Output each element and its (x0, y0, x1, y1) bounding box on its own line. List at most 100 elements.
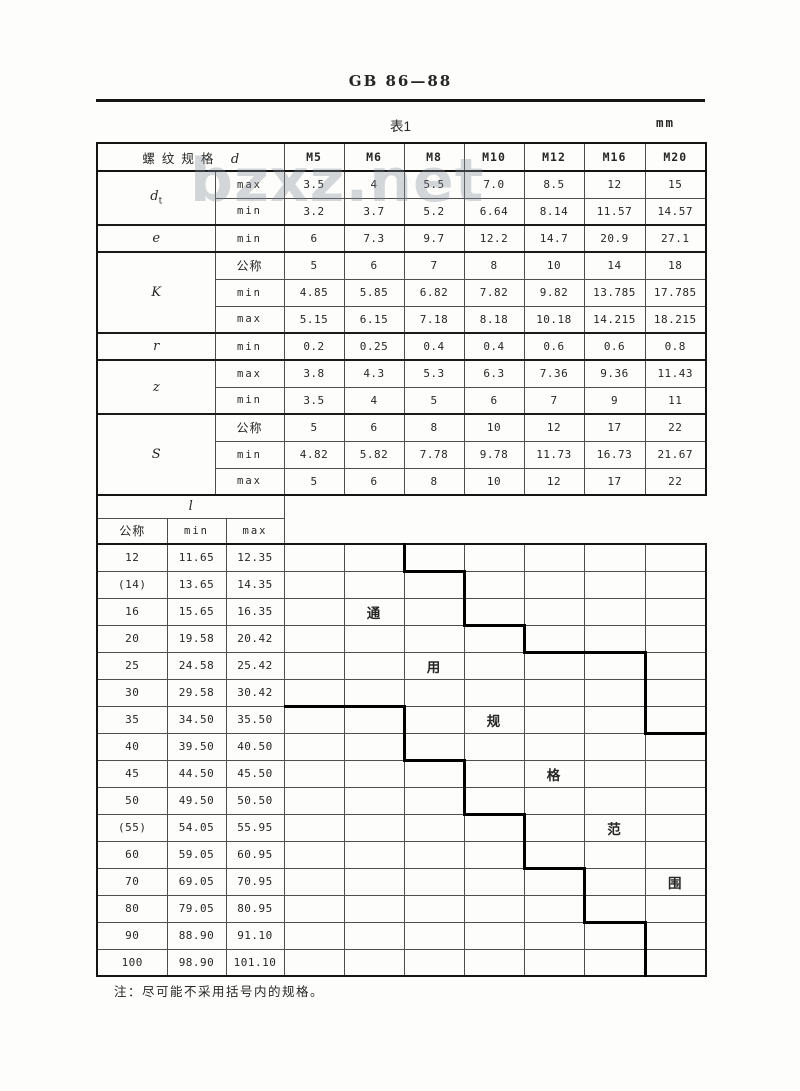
sub-label-cell: min (214, 224, 285, 253)
value-cell: 4 (343, 170, 405, 199)
value-cell: 5.5 (403, 170, 465, 199)
value-cell: 14 (583, 251, 646, 280)
range-grid-cell (463, 894, 525, 923)
range-grid-cell (643, 948, 708, 977)
value-cell: 20.9 (583, 224, 646, 253)
value-cell: 6 (343, 467, 405, 496)
value-cell: 22 (644, 413, 707, 442)
range-grid-cell (583, 543, 646, 572)
value-cell: 0.6 (523, 332, 585, 361)
range-grid-cell (583, 840, 646, 869)
range-grid-cell (283, 732, 345, 761)
header-row: 螺纹规格 d M5 M6 M8 M10 M12 M16 M20 (96, 142, 707, 172)
table-row: dt max 3.5 4 5.5 7.0 8.5 12 15 (96, 170, 707, 226)
range-grid-cell (523, 894, 585, 923)
band-char-cell: 围 (644, 867, 708, 896)
range-grid-cell (582, 894, 646, 924)
range-grid-cell (343, 543, 405, 572)
value-cell: 6.82 (403, 278, 465, 307)
sub-label-cell: 公称 (214, 251, 285, 280)
value-cell: 5 (283, 251, 345, 280)
length-row: 30 29.58 30.42 (96, 678, 708, 708)
max-cell: 25.42 (225, 651, 285, 680)
range-grid-cell (582, 867, 646, 896)
range-grid-cell (644, 894, 708, 923)
range-grid-cell (583, 786, 646, 815)
value-cell: 8.18 (463, 305, 525, 334)
range-grid-cell (403, 867, 465, 896)
col-header-M5: M5 (283, 142, 345, 172)
range-grid-cell (644, 624, 708, 653)
range-grid-cell (583, 678, 646, 707)
length-header-cell: max (225, 517, 285, 545)
property-cell: e (96, 224, 216, 253)
value-cell: 12 (583, 170, 646, 199)
value-cell: 12.2 (463, 224, 525, 253)
property-cell: S (96, 413, 216, 496)
table-row: r min 0.2 0.25 0.4 0.4 0.6 0.6 0.8 (96, 332, 707, 361)
empty-area (284, 518, 706, 544)
value-cell: 3.8 (283, 359, 345, 388)
range-grid-cell (283, 786, 345, 815)
range-grid-cell (462, 570, 525, 599)
range-grid-cell (644, 840, 708, 869)
max-cell: 45.50 (225, 759, 285, 788)
range-grid-cell (343, 813, 405, 842)
value-cell: 11.73 (523, 440, 585, 469)
range-grid-cell (463, 651, 525, 680)
range-grid-cell (463, 678, 525, 707)
table-row: max 5.15 6.15 7.18 8.18 10.18 14.215 18.215 (97, 305, 707, 334)
length-row: 100 98.90 101.10 (96, 948, 708, 977)
max-cell: 30.42 (225, 678, 285, 707)
value-cell: 0.4 (403, 332, 465, 361)
value-cell: 14.57 (644, 197, 707, 226)
length-row: (55) 54.05 55.95 范 (96, 813, 708, 842)
nominal-cell: 80 (96, 894, 168, 923)
min-cell: 79.05 (166, 894, 227, 923)
value-cell: 11.43 (644, 359, 707, 388)
range-grid-cell (283, 543, 345, 572)
max-cell: 80.95 (225, 894, 285, 923)
length-row: (14) 13.65 14.35 (96, 570, 708, 599)
value-cell: 0.4 (463, 332, 525, 361)
value-cell: 3.2 (283, 197, 345, 226)
range-grid-cell (343, 867, 405, 896)
range-grid-cell (403, 597, 465, 626)
value-cell: 17 (583, 413, 646, 442)
band-char-cell: 通 (343, 597, 405, 626)
band-char-cell: 范 (583, 813, 646, 842)
value-cell: 12 (523, 413, 585, 442)
range-grid-cell (583, 948, 646, 977)
nominal-cell: (55) (96, 813, 168, 842)
nominal-cell: 60 (96, 840, 168, 869)
value-cell: 11 (644, 386, 707, 415)
value-cell: 0.8 (644, 332, 707, 361)
min-cell: 24.58 (166, 651, 227, 680)
value-cell: 5.82 (343, 440, 405, 469)
range-grid-cell (283, 678, 345, 708)
min-cell: 49.50 (166, 786, 227, 815)
min-cell: 59.05 (166, 840, 227, 869)
range-grid-cell (343, 786, 405, 815)
value-cell: 3.7 (343, 197, 405, 226)
value-cell: 3.5 (283, 386, 345, 415)
value-cell: 6.64 (463, 197, 525, 226)
range-grid-cell (523, 921, 585, 950)
value-cell: 18 (644, 251, 707, 280)
value-cell: 3.5 (283, 170, 345, 199)
range-grid-cell (283, 705, 345, 734)
length-header-cell: min (166, 517, 227, 545)
value-cell: 10 (523, 251, 585, 280)
length-header-cell: 公称 (96, 517, 168, 545)
value-cell: 7 (403, 251, 465, 280)
property-cell: r (96, 332, 216, 361)
min-cell: 19.58 (166, 624, 227, 653)
range-grid-cell (523, 543, 585, 572)
max-cell: 16.35 (225, 597, 285, 626)
max-cell: 12.35 (225, 543, 285, 572)
range-grid-cell (283, 759, 345, 788)
range-grid-cell (523, 651, 585, 680)
range-grid-cell (283, 813, 345, 842)
sub-label-cell: min (214, 278, 285, 307)
caption-row: 表1 mm (96, 113, 705, 135)
